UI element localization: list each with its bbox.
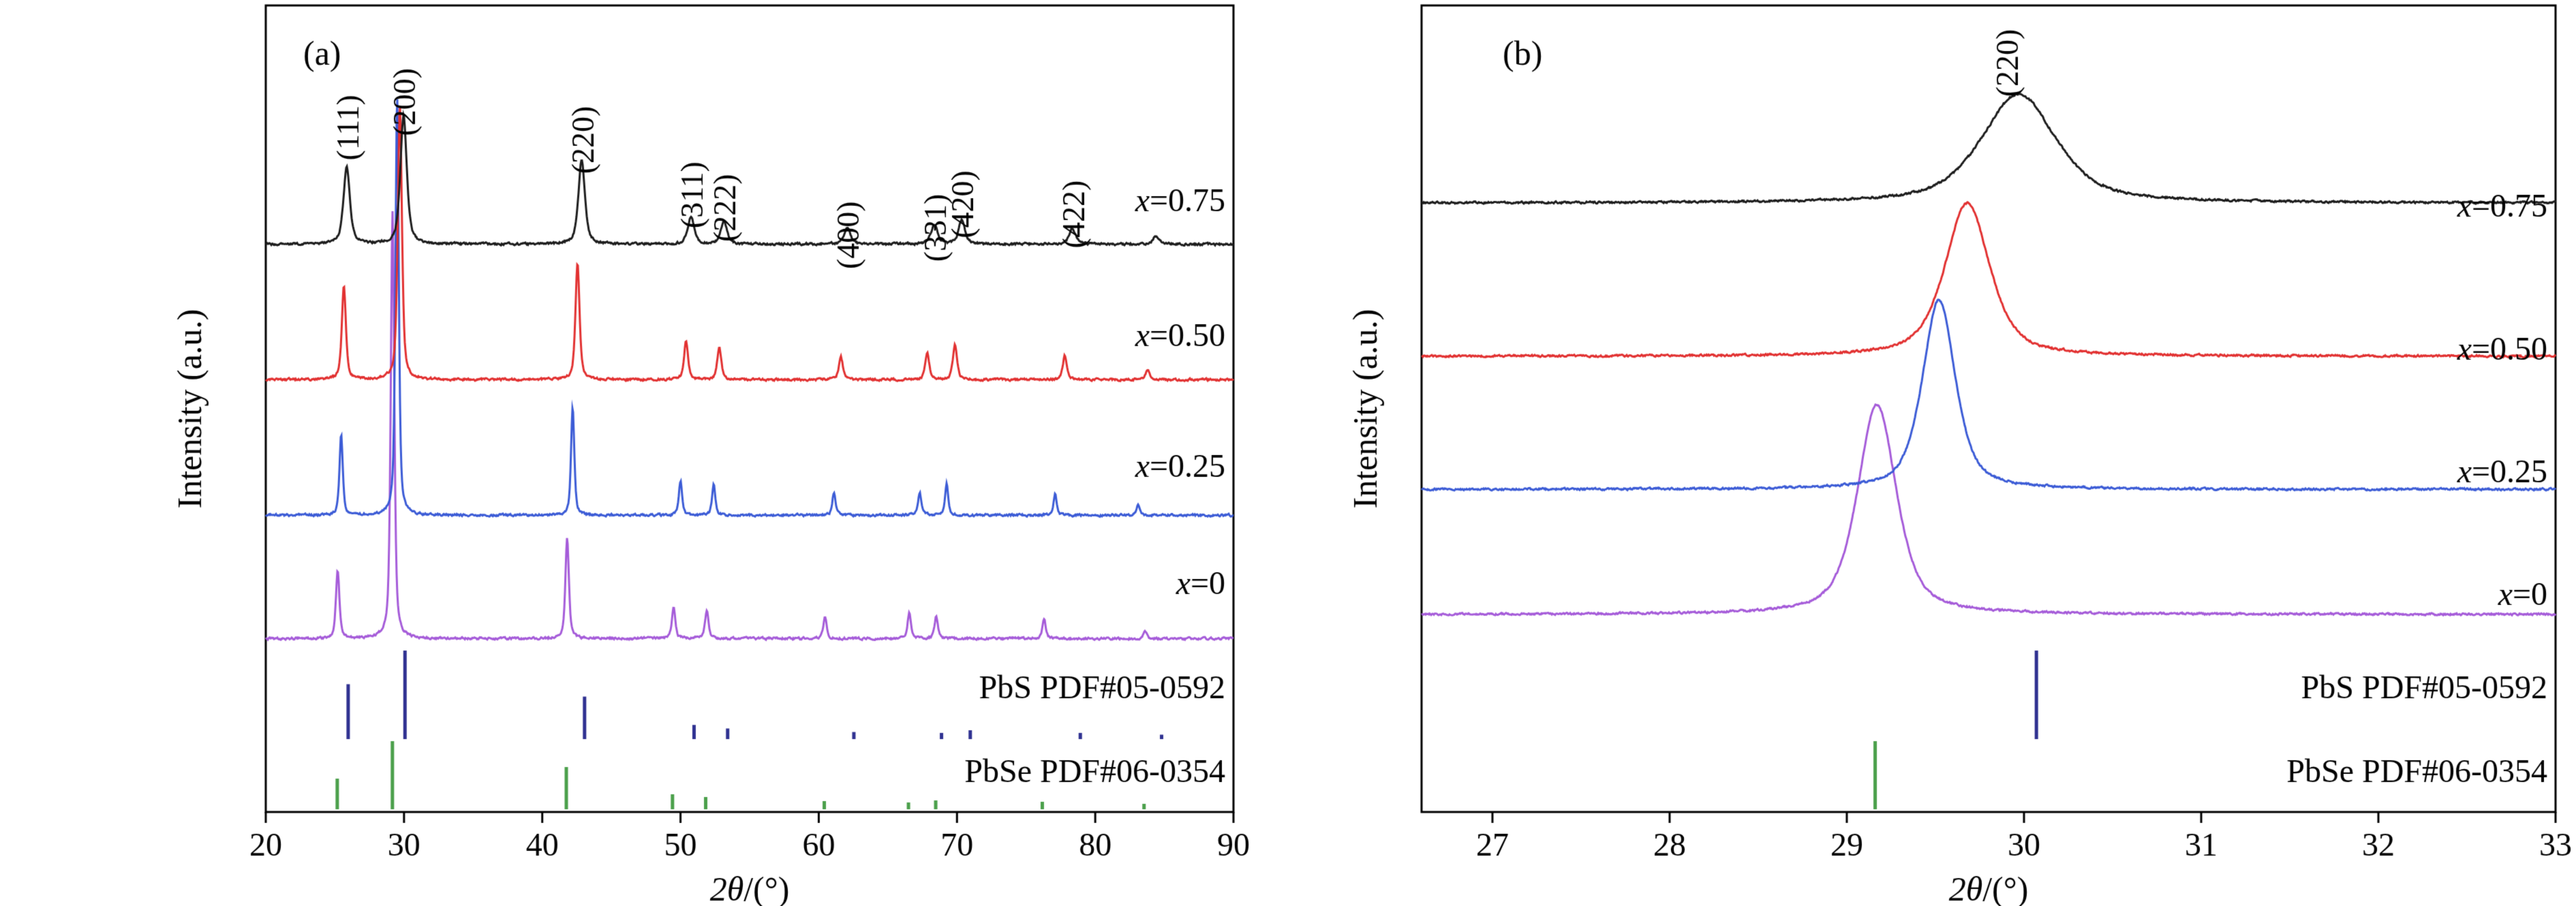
xrd-panel-a xyxy=(0,0,1288,906)
xrd-chart-b-canvas xyxy=(1288,0,2576,906)
xrd-chart-a-canvas xyxy=(0,0,1288,906)
xrd-panel-b xyxy=(1288,0,2576,906)
